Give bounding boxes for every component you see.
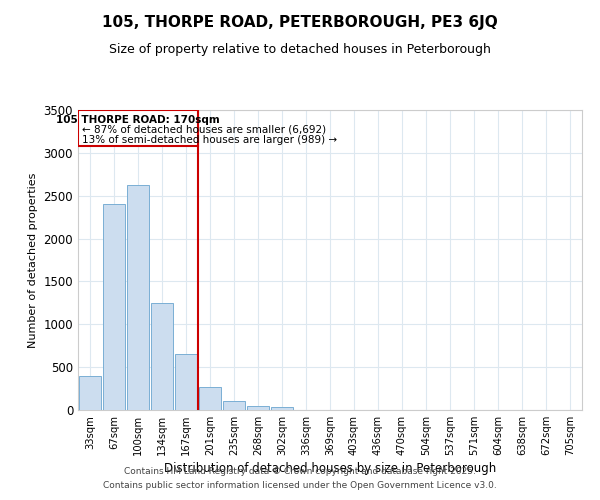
Bar [127, 186, 149, 410]
Bar [271, 408, 293, 410]
Text: 105, THORPE ROAD, PETERBOROUGH, PE3 6JQ: 105, THORPE ROAD, PETERBOROUGH, PE3 6JQ [102, 15, 498, 30]
Bar [199, 387, 221, 410]
Text: Contains public sector information licensed under the Open Government Licence v3: Contains public sector information licen… [103, 481, 497, 490]
Bar [103, 204, 125, 410]
X-axis label: Distribution of detached houses by size in Peterborough: Distribution of detached houses by size … [164, 462, 496, 475]
Text: Contains HM Land Registry data © Crown copyright and database right 2025.: Contains HM Land Registry data © Crown c… [124, 468, 476, 476]
Text: 13% of semi-detached houses are larger (989) →: 13% of semi-detached houses are larger (… [82, 136, 337, 145]
Text: ← 87% of detached houses are smaller (6,692): ← 87% of detached houses are smaller (6,… [82, 125, 326, 135]
Text: Size of property relative to detached houses in Peterborough: Size of property relative to detached ho… [109, 42, 491, 56]
Bar [247, 406, 269, 410]
Y-axis label: Number of detached properties: Number of detached properties [28, 172, 38, 348]
Bar [151, 303, 173, 410]
Bar [79, 376, 101, 410]
Bar [223, 402, 245, 410]
Bar [175, 354, 197, 410]
Text: 105 THORPE ROAD: 170sqm: 105 THORPE ROAD: 170sqm [56, 115, 220, 125]
FancyBboxPatch shape [78, 110, 198, 146]
